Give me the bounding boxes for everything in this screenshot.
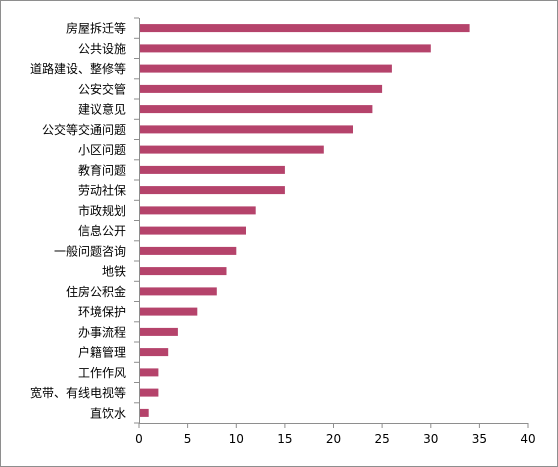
bar-1 xyxy=(139,44,431,53)
bar-6 xyxy=(139,145,324,154)
x-tick-label: 40 xyxy=(520,432,535,446)
tick-labels-group: 0 5 10 15 20 25 30 35 40 xyxy=(135,432,535,446)
bar-19 xyxy=(139,408,149,417)
bar-0 xyxy=(139,24,470,33)
bar-8 xyxy=(139,186,285,195)
bar-17 xyxy=(139,368,159,377)
category-label: 住房公积金 xyxy=(66,284,126,299)
category-label: 公共设施 xyxy=(78,42,126,56)
x-tick-label: 20 xyxy=(326,432,341,446)
bar-14 xyxy=(139,307,198,316)
x-tick-label: 5 xyxy=(184,432,192,446)
bars-group xyxy=(139,24,470,417)
category-label: 市政规划 xyxy=(78,203,126,218)
category-label: 公交等交通问题 xyxy=(42,122,126,137)
x-tick-label: 25 xyxy=(374,432,389,446)
bar-16 xyxy=(139,348,169,357)
bar-12 xyxy=(139,267,227,276)
category-label: 地铁 xyxy=(102,265,126,279)
category-label: 工作作风 xyxy=(78,366,126,380)
category-label: 一般问题咨询 xyxy=(54,243,126,258)
category-label: 房屋拆迁等 xyxy=(66,21,126,36)
bar-13 xyxy=(139,287,217,296)
category-label: 劳动社保 xyxy=(78,183,126,198)
x-tick-label: 30 xyxy=(423,432,438,446)
category-label: 小区问题 xyxy=(78,143,126,157)
bar-11 xyxy=(139,246,237,255)
category-label: 建议意见 xyxy=(78,102,126,117)
x-tick-label: 10 xyxy=(229,432,244,446)
bar-9 xyxy=(139,206,256,215)
bar-3 xyxy=(139,84,383,93)
bar-15 xyxy=(139,327,178,336)
axes-group xyxy=(134,17,529,428)
category-label: 直饮水 xyxy=(90,406,126,420)
category-label: 公安交管 xyxy=(78,81,126,96)
category-label: 信息公开 xyxy=(78,223,126,238)
category-label: 户籍管理 xyxy=(78,345,126,360)
category-label: 环境保护 xyxy=(78,304,126,319)
category-label: 办事流程 xyxy=(78,324,126,339)
bar-10 xyxy=(139,226,246,235)
category-label: 宽带、有线电视等 xyxy=(30,385,126,400)
bar-7 xyxy=(139,165,285,174)
bar-4 xyxy=(139,105,373,114)
bar-2 xyxy=(139,64,392,73)
x-tick-label: 15 xyxy=(277,432,292,446)
bar-18 xyxy=(139,388,159,397)
x-tick-label: 35 xyxy=(472,432,487,446)
category-label: 教育问题 xyxy=(78,162,126,177)
bar-5 xyxy=(139,125,353,134)
category-label: 道路建设、整修等 xyxy=(30,61,126,76)
x-tick-label: 0 xyxy=(135,432,143,446)
category-labels-group: 房屋拆迁等公共设施道路建设、整修等公安交管建议意见公交等交通问题小区问题教育问题… xyxy=(30,21,126,421)
